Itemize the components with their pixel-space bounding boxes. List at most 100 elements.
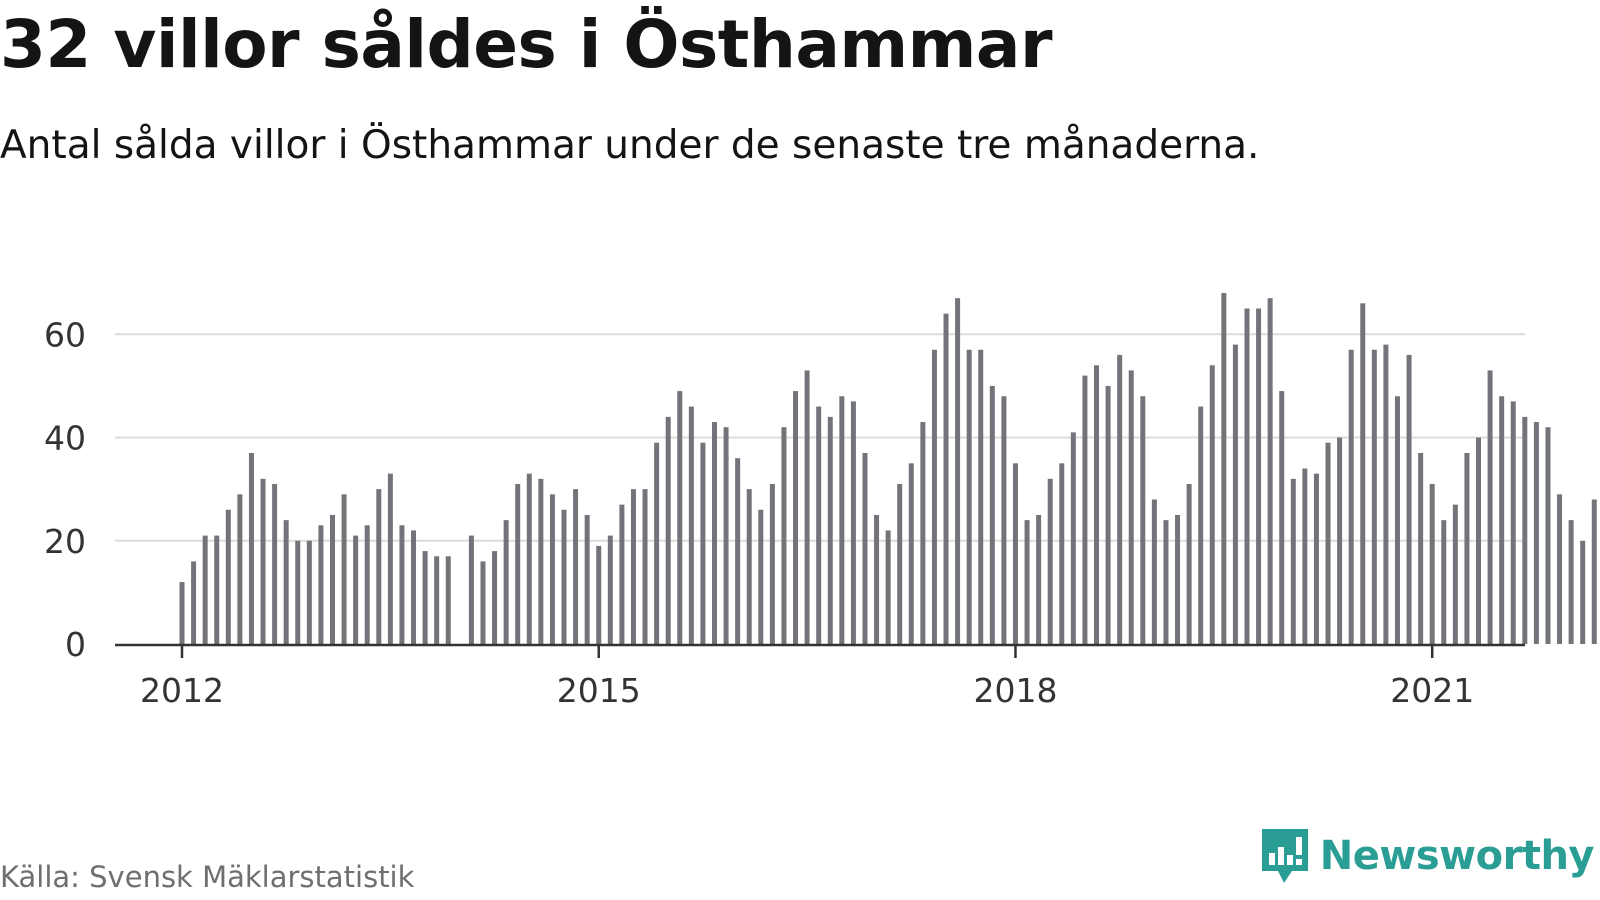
bar [642, 489, 648, 644]
bar [1371, 349, 1377, 644]
bar [1082, 375, 1088, 644]
bar [874, 514, 880, 644]
bar [480, 561, 486, 644]
bar [364, 525, 370, 644]
bar [1209, 365, 1215, 644]
bar [214, 535, 220, 644]
bar [584, 514, 590, 644]
bar [1163, 520, 1169, 644]
bar [955, 298, 961, 644]
bar [1510, 401, 1516, 644]
bar [1151, 499, 1157, 644]
bar [202, 535, 208, 644]
bar [630, 489, 636, 644]
bar [978, 349, 984, 644]
bar [434, 556, 440, 644]
y-tick-label: 0 [65, 625, 86, 664]
bar [1429, 483, 1435, 644]
bar [526, 473, 532, 644]
bar [931, 349, 937, 644]
bar [804, 370, 810, 644]
bar [989, 385, 995, 644]
y-axis-ticks: 0 20 40 60 [44, 315, 86, 664]
bar [700, 442, 706, 644]
bar [1012, 463, 1018, 644]
bar [237, 494, 243, 644]
bar [596, 545, 602, 644]
bar [746, 489, 752, 644]
bar [897, 483, 903, 644]
bar [1267, 298, 1273, 644]
x-axis-ticks: 20122015201820212023 [140, 645, 1474, 710]
bar [1302, 468, 1308, 644]
source-note: Källa: Svensk Mäklarstatistik [0, 860, 415, 894]
bar [1476, 437, 1482, 644]
bar [1325, 442, 1331, 644]
bar [1279, 391, 1285, 644]
bar [353, 535, 359, 644]
bar [376, 489, 382, 644]
bar [735, 458, 741, 644]
bar [654, 442, 660, 644]
bar [966, 349, 972, 644]
chart-title: 32 villor såldes i Östhammar [0, 6, 1053, 83]
bar [712, 422, 717, 644]
bar [1128, 370, 1134, 644]
bar [191, 561, 197, 644]
bar [607, 535, 613, 644]
bar [1140, 396, 1146, 644]
bar [1221, 293, 1227, 644]
x-tick-label: 2015 [557, 671, 641, 710]
bar [492, 551, 498, 644]
bar [260, 478, 266, 644]
bar [920, 422, 926, 644]
bar [1059, 463, 1065, 644]
bar [665, 416, 671, 644]
bar [399, 525, 405, 644]
bar [1117, 354, 1123, 644]
bar [561, 509, 567, 644]
chart-subtitle: Antal sålda villor i Östhammar under de … [0, 123, 1260, 168]
newsworthy-logo-icon [1261, 829, 1308, 883]
bar [318, 525, 324, 644]
bar [306, 540, 312, 644]
bar [619, 504, 625, 644]
bar [1580, 540, 1586, 644]
bar [329, 514, 335, 644]
bar [1394, 396, 1400, 644]
bar [781, 427, 787, 644]
bar [549, 494, 555, 644]
bar [723, 427, 729, 644]
y-tick-label: 60 [44, 315, 86, 354]
bar [1094, 365, 1099, 644]
bar [1024, 520, 1030, 644]
bar [225, 509, 231, 644]
bar [1464, 453, 1470, 644]
bar [468, 535, 474, 644]
bar [272, 483, 278, 644]
bar [295, 540, 301, 644]
bar [341, 494, 347, 644]
bar [538, 478, 544, 644]
bar [1290, 478, 1296, 644]
bar [1452, 504, 1458, 644]
bar [1418, 453, 1424, 644]
bars [179, 293, 1597, 644]
brand-logo: Newsworthy [1260, 826, 1595, 886]
bar [1383, 344, 1389, 644]
bar [1522, 416, 1528, 644]
bar [515, 483, 521, 644]
brand-name: Newsworthy [1319, 833, 1595, 879]
bar [387, 473, 393, 644]
x-tick-label: 2018 [973, 671, 1057, 710]
bar [839, 396, 845, 644]
bar [1591, 499, 1597, 644]
bar [1244, 308, 1250, 644]
bar [1036, 514, 1042, 644]
bar [1047, 478, 1053, 644]
bar [1232, 344, 1238, 644]
bar [862, 453, 868, 644]
x-tick-label: 2012 [140, 671, 224, 710]
bar [1175, 514, 1181, 644]
